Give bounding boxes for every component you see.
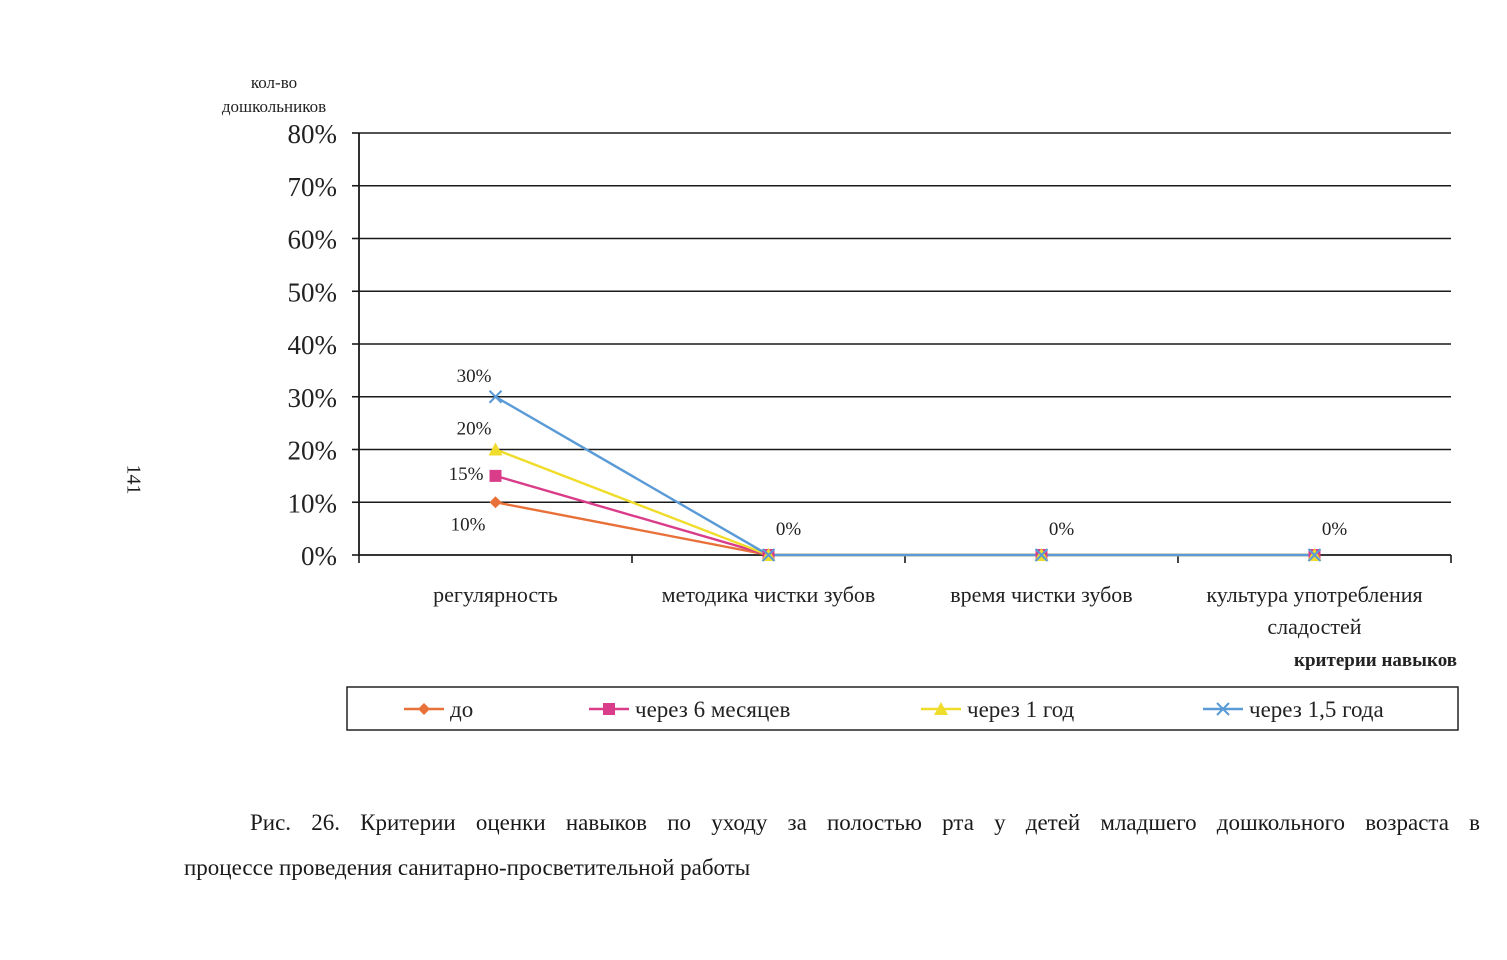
series-lines — [494, 395, 1315, 557]
y-tick-label-0: 0% — [301, 541, 337, 571]
y-tick-labels: 0% 10% 20% 30% 40% 50% 60% 70% 80% — [288, 119, 338, 571]
marker-s2-p0 — [488, 442, 503, 456]
legend-marker-0 — [418, 703, 430, 715]
marker-s3-p0 — [488, 390, 503, 404]
gridlines — [359, 132, 1451, 504]
series-line-3 — [494, 395, 1315, 557]
legend-label-3: через 1,5 года — [1249, 697, 1384, 722]
y-tick-label-8: 80% — [288, 119, 338, 149]
x-category-labels: регулярность методика чистки зубов время ч… — [433, 582, 1423, 639]
figure-caption: Рис. 26. Критерии оценки навыков по уход… — [184, 800, 1480, 890]
axes — [352, 132, 1452, 563]
data-label-0: 30% — [457, 366, 492, 387]
x-axis-label: критерии навыков — [1294, 650, 1457, 671]
data-label-4: 0% — [776, 519, 802, 540]
y-tick-label-6: 60% — [288, 225, 338, 255]
legend-marker-3-b — [1216, 702, 1230, 716]
data-label-2: 15% — [449, 464, 484, 485]
marker-s3-p2-b — [1034, 548, 1049, 562]
legend-label-0: до — [450, 697, 473, 722]
marker-s1-p0 — [489, 469, 502, 482]
marker-s3-p3-b — [1307, 548, 1322, 562]
marker-s3-p2 — [1034, 548, 1049, 562]
legend-label-1: через 6 месяцев — [635, 697, 790, 722]
caption-line-2: процессе проведения санитарно-просветите… — [184, 855, 751, 880]
legend-marker-3 — [1216, 702, 1230, 716]
x-category-label-0: регулярность — [433, 582, 558, 607]
data-labels: 30% 20% 15% 10% 0% 0% 0% — [449, 366, 1348, 540]
x-category-label-3-line2: сладостей — [1267, 614, 1361, 639]
data-label-1: 20% — [457, 419, 492, 440]
x-category-label-1: методика чистки зубов — [662, 582, 876, 607]
data-label-5: 0% — [1049, 519, 1075, 540]
caption-line-1: Рис. 26. Критерии оценки навыков по уход… — [250, 810, 1480, 835]
marker-s3-p0-b — [488, 390, 503, 404]
series-line-1 — [495, 474, 1315, 557]
marker-s3-p1 — [761, 548, 776, 562]
y-tick-label-2: 20% — [288, 436, 338, 466]
data-label-3: 10% — [451, 514, 486, 535]
legend: до через 6 месяцев через 1 год через 1,5 го… — [346, 686, 1459, 731]
series-markers — [488, 390, 1322, 562]
data-label-6: 0% — [1322, 519, 1348, 540]
x-category-label-2: время чистки зубов — [950, 582, 1132, 607]
y-axis-label-line2: дошкольников — [222, 97, 326, 116]
marker-s0-p0 — [489, 496, 502, 509]
y-tick-label-3: 30% — [288, 383, 338, 413]
legend-marker-1 — [603, 703, 615, 715]
y-tick-label-7: 70% — [288, 172, 338, 202]
legend-frame — [346, 686, 1459, 731]
legend-label-2: через 1 год — [967, 697, 1075, 722]
marker-s3-p1-b — [761, 548, 776, 562]
y-tick-label-5: 50% — [288, 277, 338, 307]
series-line-0 — [495, 501, 1315, 557]
y-axis-label-line1: кол-во — [251, 73, 297, 92]
legend-marker-2 — [934, 702, 948, 715]
marker-s3-p3 — [1307, 548, 1322, 562]
y-tick-label-1: 10% — [288, 488, 338, 518]
y-tick-label-4: 40% — [288, 330, 338, 360]
x-category-label-3: культура употребления — [1206, 582, 1422, 607]
